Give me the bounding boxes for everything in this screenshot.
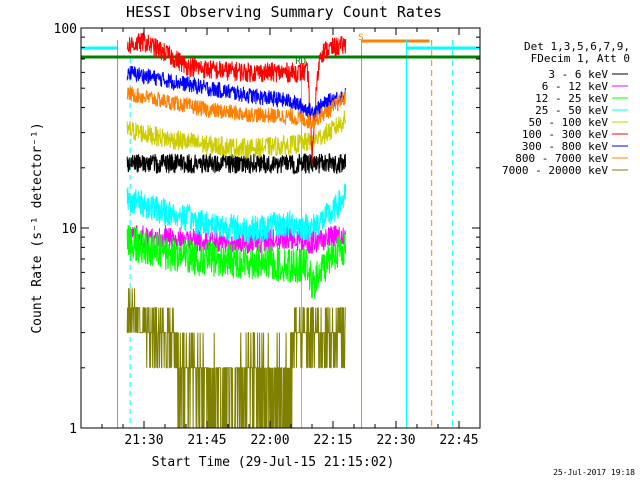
y-tick-label-2: 100 <box>54 22 77 37</box>
x-tick-label-1: 21:45 <box>187 433 226 448</box>
series-line-0 <box>126 153 347 175</box>
series-line-3 <box>126 183 347 244</box>
x-tick-label-5: 22:45 <box>439 433 478 448</box>
legend-header-0: Det 1,3,5,6,7,9, <box>524 40 630 53</box>
chart-title: HESSI Observing Summary Count Rates <box>126 3 442 21</box>
x-tick-label-3: 22:15 <box>313 433 352 448</box>
orbit-overlays <box>81 39 480 428</box>
legend-label-5: 100 - 300 keV <box>522 128 608 141</box>
series-line-6 <box>126 65 347 119</box>
annotations-layer: RD S <box>295 33 363 67</box>
axes-layer: 21:30 21:45 22:00 22:15 22:30 22:45 1 10 100 <box>54 22 481 448</box>
series-line-2 <box>126 225 347 300</box>
legend-header-1: FDecim 1, Att 0 <box>531 52 630 65</box>
y-tick-label-1: 10 <box>61 222 77 237</box>
series-line-5 <box>126 32 347 164</box>
legend-label-6: 300 - 800 keV <box>522 140 608 153</box>
legend-label-4: 50 - 100 keV <box>529 116 609 129</box>
annotation-1: S <box>358 33 363 43</box>
series-line-8 <box>126 288 346 429</box>
x-tick-label-4: 22:30 <box>376 433 415 448</box>
series-line-4 <box>126 110 347 160</box>
annotation-0: RD <box>295 57 306 67</box>
legend-label-7: 800 - 7000 keV <box>515 152 608 165</box>
legend-label-8: 7000 - 20000 keV <box>502 164 608 177</box>
series-layer <box>126 32 347 429</box>
legend-label-1: 6 - 12 keV <box>542 80 609 93</box>
timestamp: 25-Jul-2017 19:18 <box>553 468 635 477</box>
legend-label-3: 25 - 50 keV <box>535 104 608 117</box>
y-axis-label: Count Rate (s⁻¹ detector⁻¹) <box>30 122 45 333</box>
x-axis-label: Start Time (29-Jul-15 21:15:02) <box>152 455 395 470</box>
legend-label-0: 3 - 6 keV <box>548 68 608 81</box>
x-tick-label-0: 21:30 <box>124 433 163 448</box>
series-line-7 <box>126 85 347 130</box>
y-tick-label-0: 1 <box>69 422 77 437</box>
legend: Det 1,3,5,6,7,9,FDecim 1, Att 0 3 - 6 keV… <box>502 40 630 177</box>
legend-label-2: 12 - 25 keV <box>535 92 608 105</box>
x-tick-label-2: 22:00 <box>250 433 289 448</box>
